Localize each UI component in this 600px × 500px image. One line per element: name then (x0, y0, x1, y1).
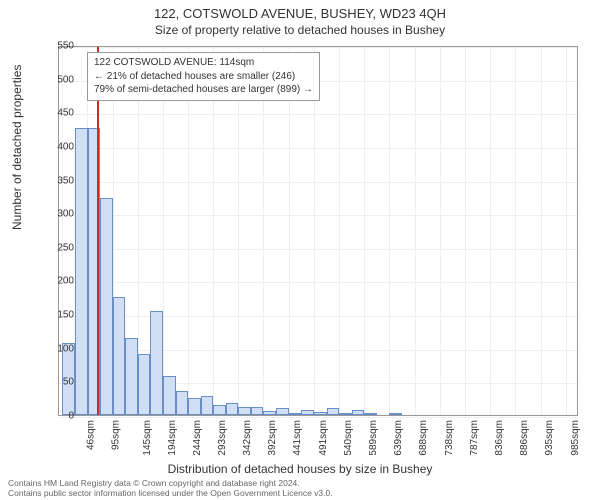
gridline-v (415, 47, 416, 415)
histogram-bar (301, 410, 314, 415)
gridline-v (163, 47, 164, 415)
xtick-label: 787sqm (469, 420, 480, 456)
gridline-v (314, 47, 315, 415)
gridline-v (566, 47, 567, 415)
histogram-bar (364, 413, 377, 415)
histogram-bar (188, 398, 201, 415)
gridline-v (440, 47, 441, 415)
histogram-bar (138, 354, 151, 415)
ytick-label: 550 (44, 41, 74, 52)
histogram-bar (75, 128, 88, 415)
histogram-bar (100, 198, 113, 415)
histogram-bar (213, 405, 226, 415)
gridline-v (490, 47, 491, 415)
xtick-label: 491sqm (318, 420, 329, 456)
x-axis-label: Distribution of detached houses by size … (0, 462, 600, 476)
histogram-bar (339, 413, 352, 415)
xtick-label: 145sqm (142, 420, 153, 456)
histogram-bar (150, 311, 163, 415)
gridline-v (465, 47, 466, 415)
ytick-label: 150 (44, 310, 74, 321)
histogram-bar (327, 408, 340, 415)
histogram-bar (113, 297, 126, 415)
xtick-label: 985sqm (570, 420, 581, 456)
xtick-label: 589sqm (368, 420, 379, 456)
gridline-v (364, 47, 365, 415)
ytick-label: 250 (44, 242, 74, 253)
xtick-label: 244sqm (192, 420, 203, 456)
histogram-bar (352, 410, 365, 415)
histogram-bar (314, 412, 327, 415)
xtick-label: 935sqm (544, 420, 555, 456)
footer-attribution: Contains HM Land Registry data © Crown c… (8, 478, 333, 498)
gridline-v (213, 47, 214, 415)
xtick-label: 194sqm (167, 420, 178, 456)
ytick-label: 50 (44, 377, 74, 388)
annotation-line: 122 COTSWOLD AVENUE: 114sqm (94, 56, 313, 70)
annotation-line: 79% of semi-detached houses are larger (… (94, 83, 313, 97)
ytick-label: 350 (44, 175, 74, 186)
chart-container: 122 COTSWOLD AVENUE: 114sqm← 21% of deta… (58, 46, 578, 416)
xtick-label: 46sqm (86, 420, 97, 450)
gridline-v (188, 47, 189, 415)
xtick-label: 738sqm (444, 420, 455, 456)
xtick-label: 342sqm (242, 420, 253, 456)
xtick-label: 392sqm (268, 420, 279, 456)
footer-line-1: Contains HM Land Registry data © Crown c… (8, 478, 333, 488)
histogram-bar (238, 407, 251, 415)
histogram-bar (226, 403, 239, 415)
plot-area: 122 COTSWOLD AVENUE: 114sqm← 21% of deta… (58, 46, 578, 416)
ytick-label: 400 (44, 141, 74, 152)
gridline-v (541, 47, 542, 415)
xtick-label: 95sqm (111, 420, 122, 450)
xtick-label: 540sqm (343, 420, 354, 456)
annotation-box: 122 COTSWOLD AVENUE: 114sqm← 21% of deta… (87, 52, 320, 101)
page-title: 122, COTSWOLD AVENUE, BUSHEY, WD23 4QH (0, 0, 600, 21)
xtick-label: 293sqm (217, 420, 228, 456)
histogram-bar (125, 338, 138, 415)
gridline-h (59, 417, 577, 418)
gridline-v (389, 47, 390, 415)
xtick-label: 688sqm (418, 420, 429, 456)
histogram-bar (201, 396, 214, 415)
histogram-bar (263, 411, 276, 415)
histogram-bar (289, 413, 302, 415)
histogram-bar (163, 376, 176, 415)
ytick-label: 500 (44, 74, 74, 85)
ytick-label: 300 (44, 209, 74, 220)
y-axis-label: Number of detached properties (10, 65, 24, 230)
ytick-label: 0 (44, 411, 74, 422)
ytick-label: 450 (44, 108, 74, 119)
property-marker-line (97, 47, 99, 415)
histogram-bar (176, 391, 189, 415)
xtick-label: 441sqm (293, 420, 304, 456)
xtick-label: 639sqm (393, 420, 404, 456)
histogram-bar (276, 408, 289, 415)
histogram-bar (389, 413, 402, 415)
gridline-v (289, 47, 290, 415)
gridline-v (339, 47, 340, 415)
ytick-label: 100 (44, 343, 74, 354)
gridline-v (263, 47, 264, 415)
xtick-label: 836sqm (494, 420, 505, 456)
footer-line-2: Contains public sector information licen… (8, 488, 333, 498)
page-subtitle: Size of property relative to detached ho… (0, 21, 600, 37)
histogram-bar (251, 407, 264, 415)
xtick-label: 886sqm (519, 420, 530, 456)
gridline-v (238, 47, 239, 415)
annotation-line: ← 21% of detached houses are smaller (24… (94, 70, 313, 84)
gridline-v (515, 47, 516, 415)
ytick-label: 200 (44, 276, 74, 287)
